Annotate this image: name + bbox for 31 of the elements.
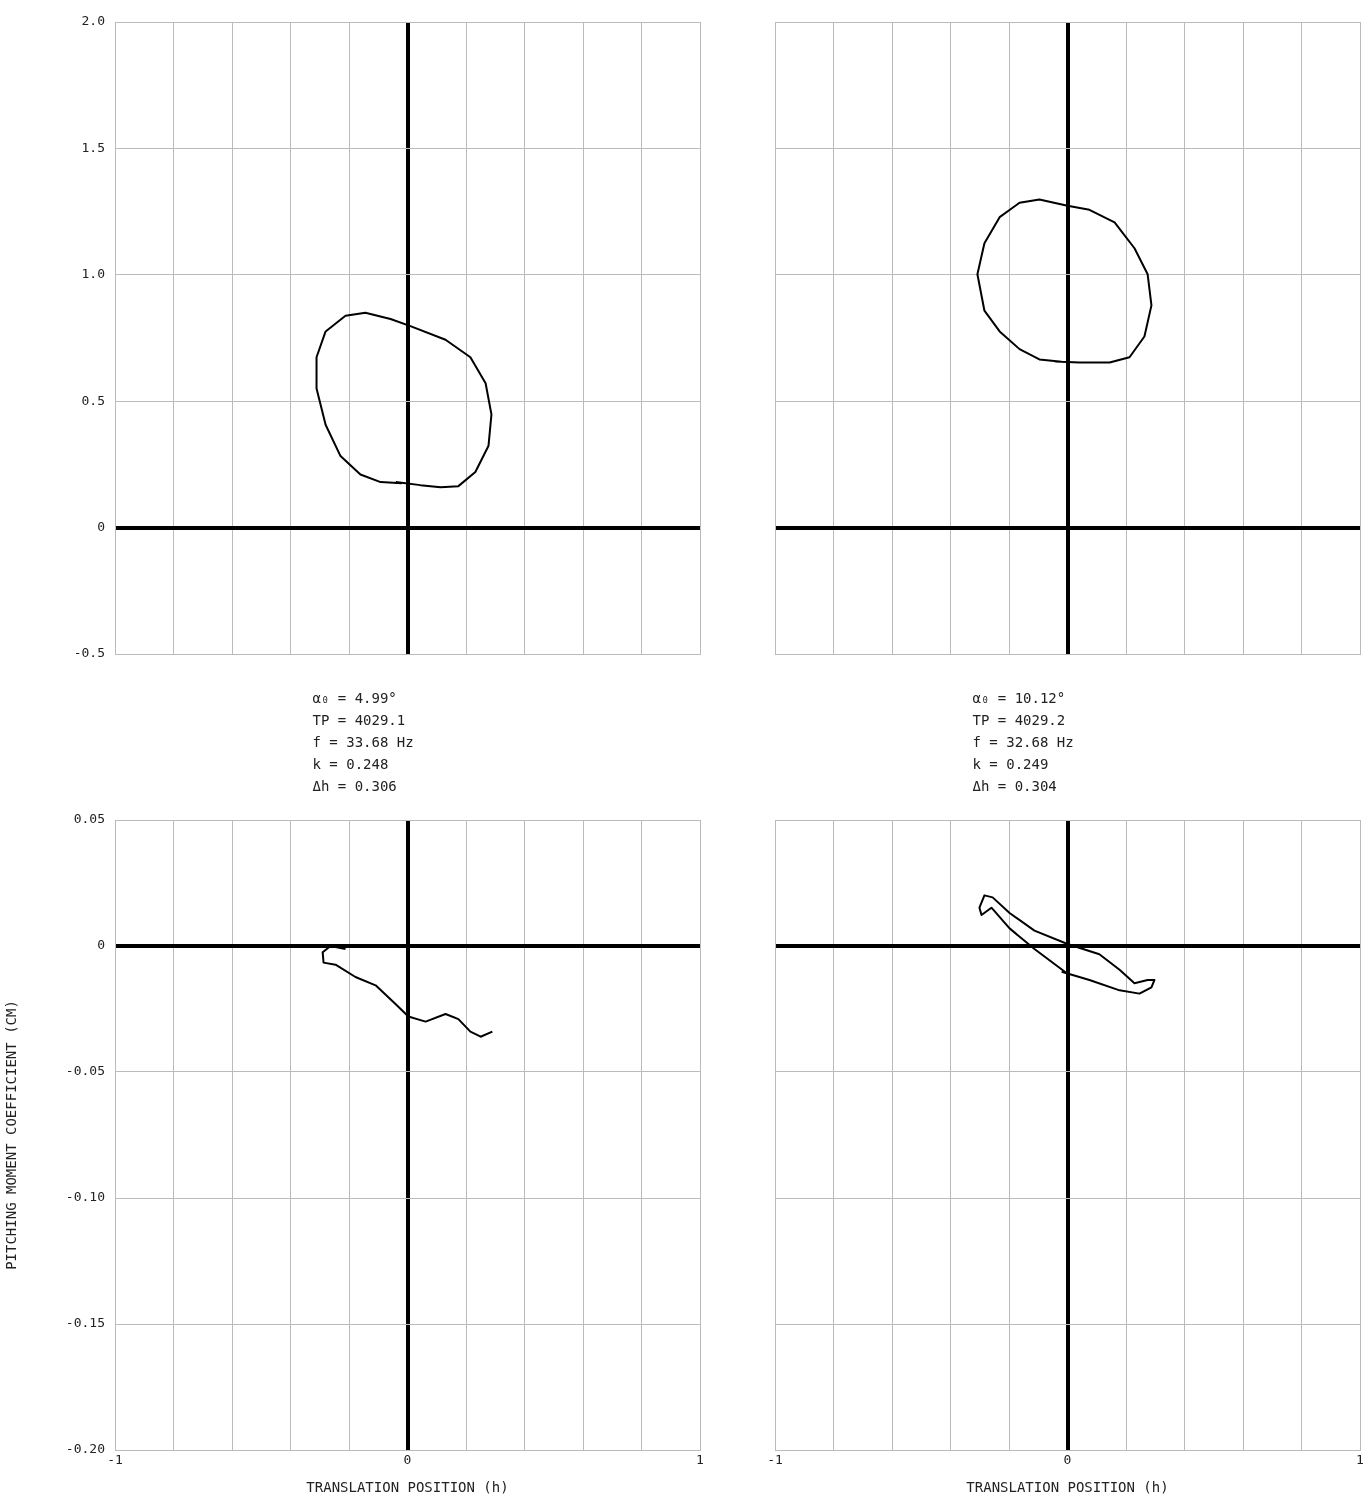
text: α₀ = 4.99°	[312, 689, 397, 706]
y-tick-label: -0.5	[73, 645, 105, 661]
text: α₀ = 10.12°	[972, 689, 1066, 706]
y-tick-label: 0.05	[73, 811, 105, 827]
x-axis-title: TRANSLATION POSITION (h)	[306, 1479, 509, 1496]
x-tick-label: 1	[696, 1452, 704, 1468]
y-tick-label: -0.05	[65, 1063, 105, 1079]
y-tick-label: 0.5	[81, 392, 105, 408]
x-tick-label: -1	[107, 1452, 123, 1468]
y-tick-label: -0.10	[65, 1189, 105, 1205]
y-tick-label: 1.5	[81, 139, 105, 155]
text: TP = 4029.1	[312, 711, 406, 728]
y-tick-label: 0	[97, 937, 105, 953]
y-tick-label: 0	[97, 518, 105, 534]
text: TP = 4029.2	[972, 711, 1066, 728]
x-tick-label: 0	[403, 1452, 412, 1468]
y-tick-label: 2.0	[81, 13, 105, 29]
x-tick-label: -1	[767, 1452, 783, 1468]
y-tick-label: 1.0	[81, 266, 105, 282]
text: f = 32.68 Hz	[972, 733, 1074, 750]
text: Δh = 0.306	[312, 777, 397, 794]
y-tick-label: -0.15	[65, 1315, 105, 1331]
text: k = 0.248	[312, 755, 389, 772]
y-tick-label: -0.20	[65, 1441, 105, 1457]
x-axis-title: TRANSLATION POSITION (h)	[966, 1479, 1169, 1496]
x-tick-label: 0	[1063, 1452, 1072, 1468]
x-tick-label: 1	[1356, 1452, 1363, 1468]
text: f = 33.68 Hz	[312, 733, 414, 750]
y-axis-title: PITCHING MOMENT COEFFICIENT (CM)	[3, 1000, 20, 1270]
text: Δh = 0.304	[972, 777, 1057, 794]
text: k = 0.249	[972, 755, 1049, 772]
